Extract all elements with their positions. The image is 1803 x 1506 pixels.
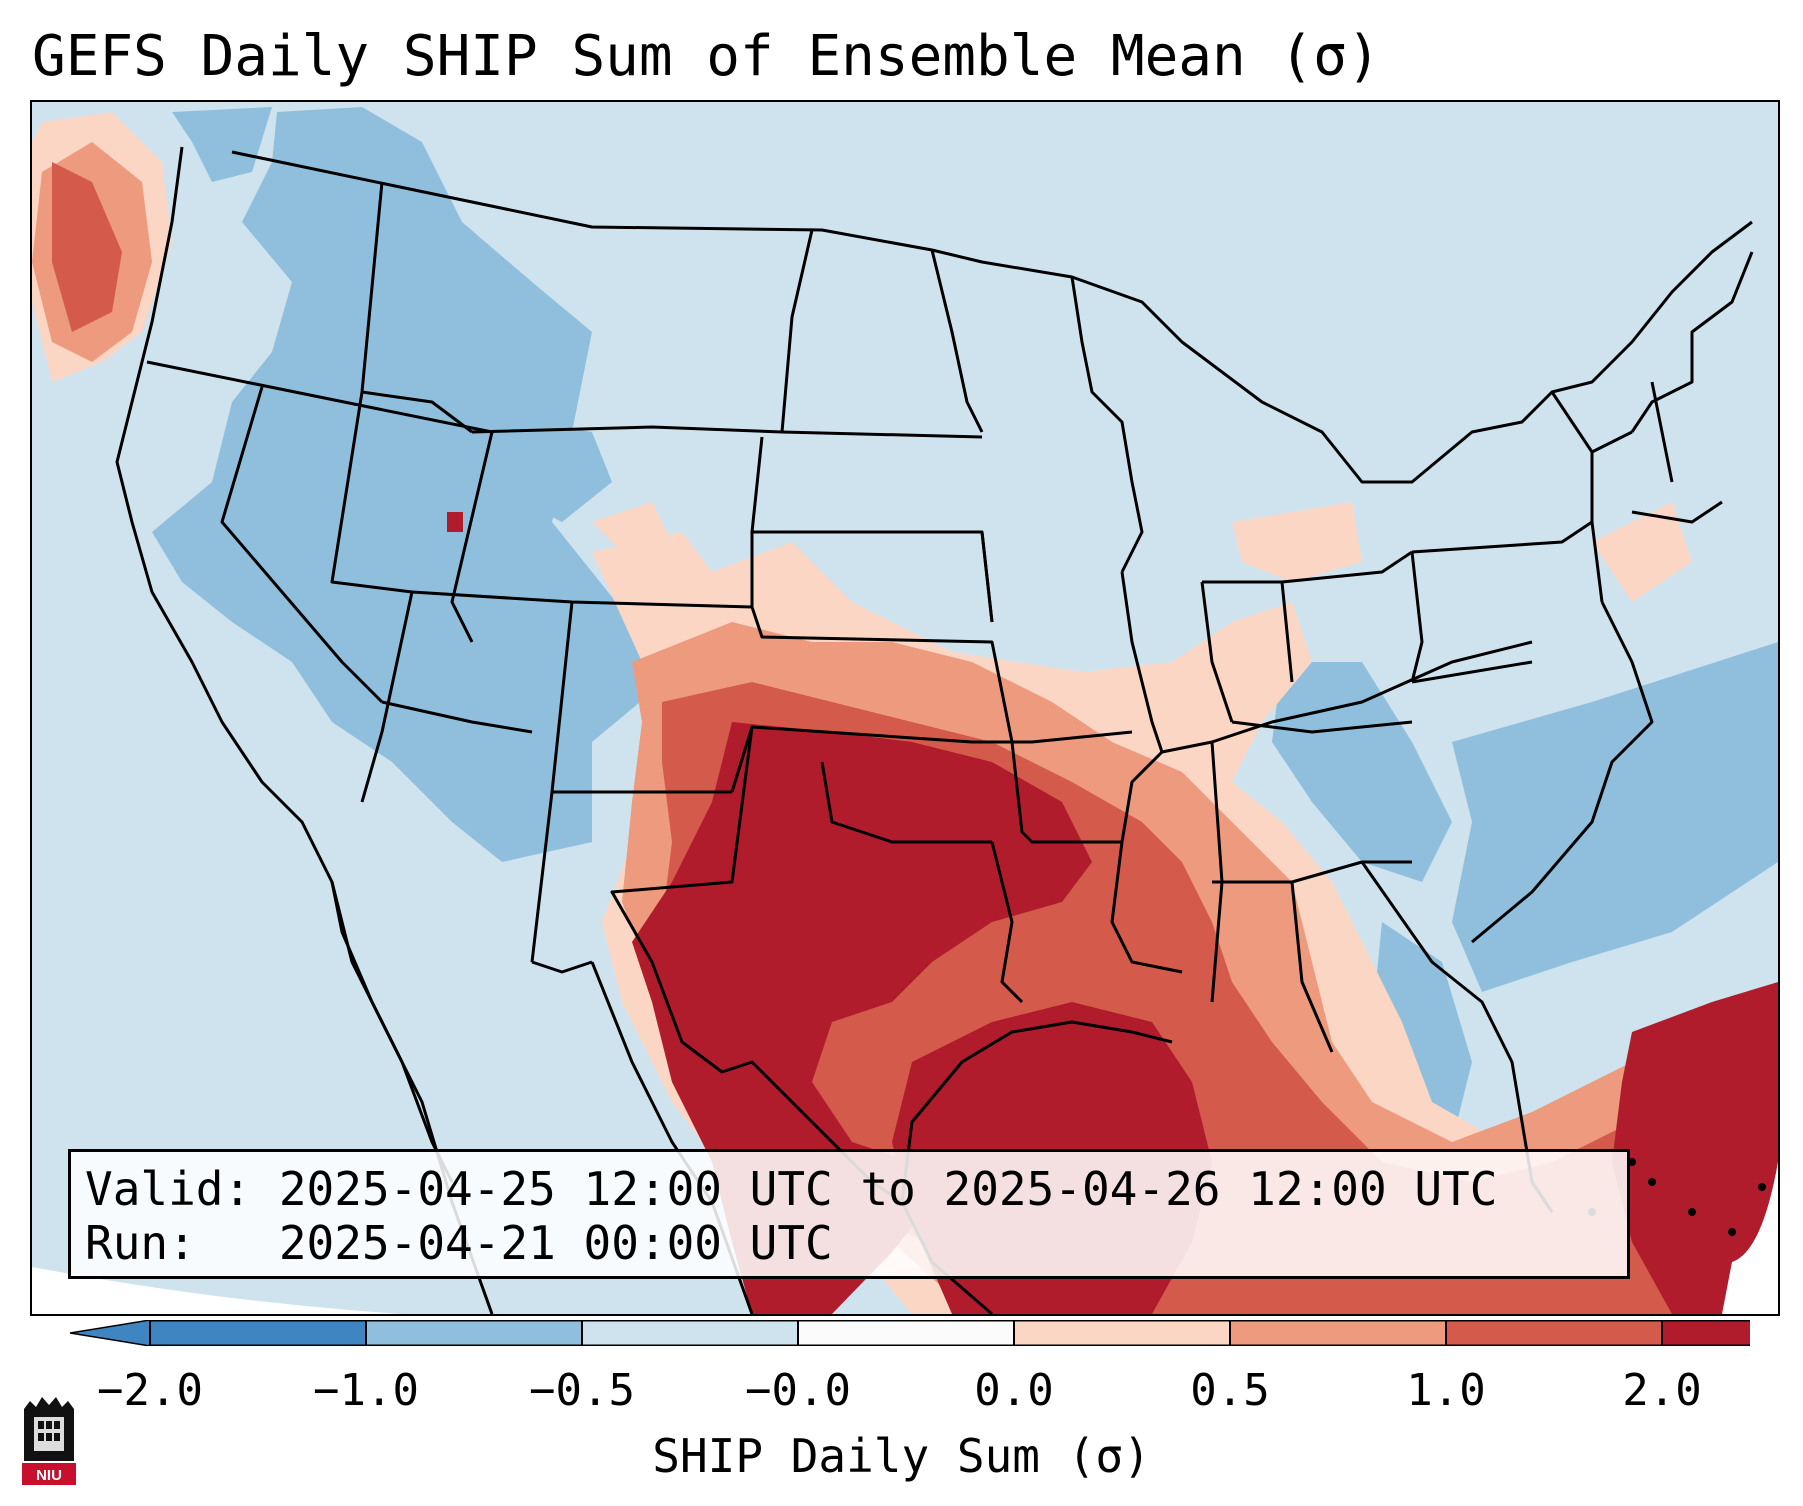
colorbar-tick-label: 2.0	[1622, 1365, 1702, 1416]
colorbar-tick-label: −0.5	[529, 1365, 635, 1416]
colorbar-segment	[1230, 1320, 1446, 1346]
colorbar-segment	[798, 1320, 1014, 1346]
colorbar-segment	[1014, 1320, 1230, 1346]
colorbar	[70, 1320, 1750, 1346]
run-time-line: Run: 2025-04-21 00:00 UTC	[85, 1216, 833, 1270]
colorbar-segment	[1662, 1320, 1750, 1346]
colorbar-segment	[582, 1320, 798, 1346]
political-borders	[115, 146, 1754, 1314]
colorbar-tick-label: 0.5	[1190, 1365, 1270, 1416]
colorbar-tick-label: −1.0	[313, 1365, 419, 1416]
valid-time-line: Valid: 2025-04-25 12:00 UTC to 2025-04-2…	[85, 1162, 1498, 1216]
colorbar-tick-label: 1.0	[1406, 1365, 1486, 1416]
colorbar-min-extension	[70, 1320, 151, 1346]
projection-edge-right	[1722, 1162, 1778, 1314]
anomaly-map	[32, 102, 1778, 1314]
map-title: GEFS Daily SHIP Sum of Ensemble Mean (σ)	[32, 24, 1381, 89]
colorbar-segment	[366, 1320, 582, 1346]
colorbar-tick-label: −0.0	[745, 1365, 851, 1416]
logo-text: NIU	[36, 1467, 62, 1484]
university-building-icon: NIU	[22, 1397, 76, 1485]
colorbar-segment	[1446, 1320, 1662, 1346]
valid-run-info-box: Valid: 2025-04-25 12:00 UTC to 2025-04-2…	[68, 1149, 1630, 1279]
isolated-high-cell	[447, 512, 463, 532]
colorbar-segment	[150, 1320, 366, 1346]
colorbar-label: SHIP Daily Sum (σ)	[652, 1429, 1151, 1483]
map-panel	[30, 100, 1780, 1316]
colorbar-tick-label: −2.0	[97, 1365, 203, 1416]
colorbar-tick-label: 0.0	[974, 1365, 1054, 1416]
projection-edge-left	[32, 1267, 852, 1314]
